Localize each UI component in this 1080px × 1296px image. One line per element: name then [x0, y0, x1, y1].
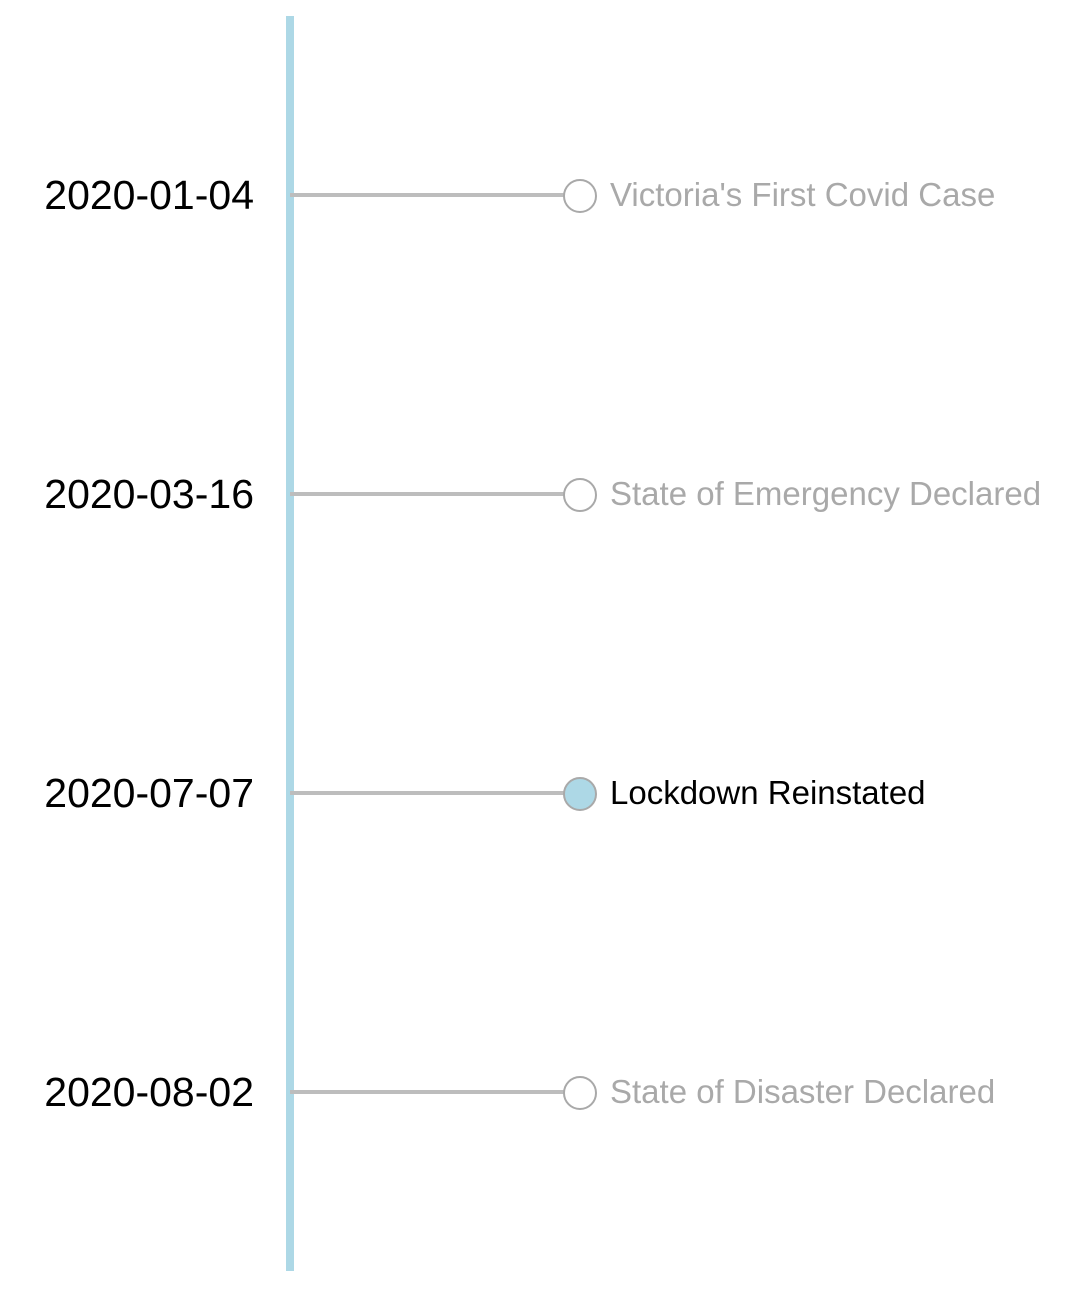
event-connector [290, 1090, 564, 1094]
event-date: 2020-01-04 [44, 172, 254, 218]
event-connector [290, 492, 564, 496]
event-date: 2020-07-07 [44, 770, 254, 816]
event-connector [290, 791, 564, 795]
event-marker-icon[interactable] [563, 777, 597, 811]
event-label: Victoria's First Covid Case [610, 176, 996, 213]
event-marker-icon[interactable] [563, 478, 597, 512]
event-label: Lockdown Reinstated [610, 774, 926, 811]
event-connector [290, 193, 564, 197]
event-date: 2020-08-02 [44, 1069, 254, 1115]
event-label: State of Emergency Declared [610, 475, 1042, 512]
event-marker-icon[interactable] [563, 1076, 597, 1110]
event-marker-icon[interactable] [563, 179, 597, 213]
event-label: State of Disaster Declared [610, 1073, 996, 1110]
timeline-axis [286, 16, 294, 1271]
event-date: 2020-03-16 [44, 471, 254, 517]
